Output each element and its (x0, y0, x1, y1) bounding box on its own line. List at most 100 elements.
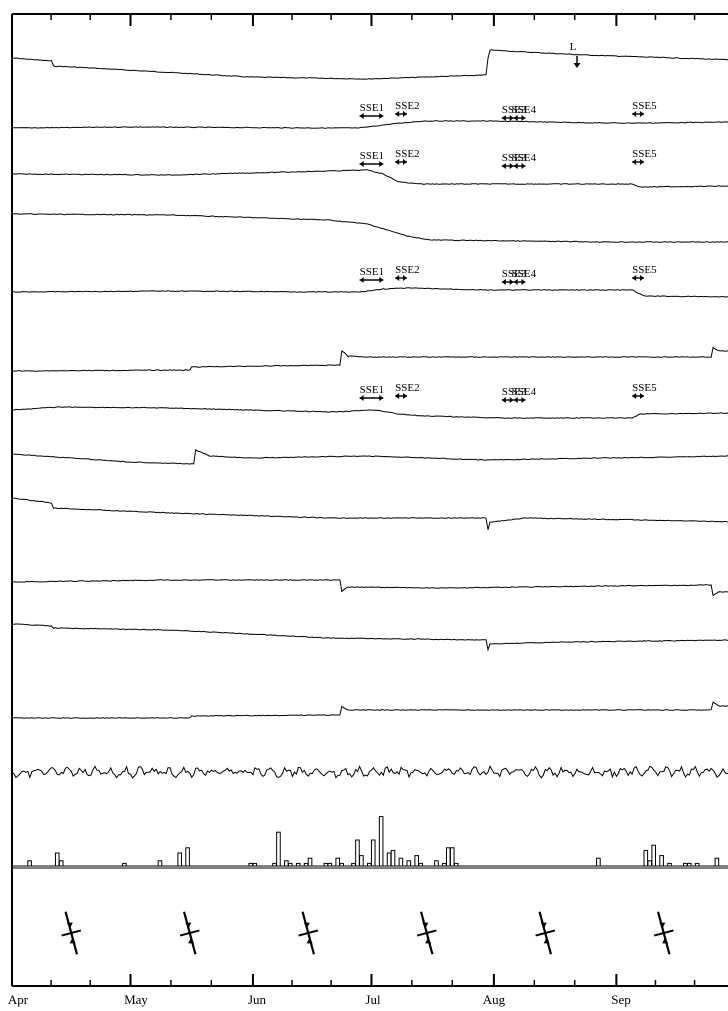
rainfall-bar (355, 839, 360, 867)
strain-arrowhead (306, 937, 313, 944)
strain-axis-minor (416, 929, 437, 937)
rainfall-bar (58, 860, 64, 867)
axis-ticks (11, 14, 696, 986)
strain-glyph (61, 911, 82, 955)
strain-arrowhead (659, 922, 666, 929)
marker-l-label: L (570, 41, 577, 53)
sse-arrow-left (359, 113, 364, 119)
rainfall-bar (54, 852, 60, 867)
sse-arrow-left (395, 111, 400, 117)
tilt-trace-5 (11, 346, 728, 372)
strain-arrowhead (303, 922, 310, 929)
strain-arrowhead (185, 922, 192, 929)
rainfall-bar (252, 862, 258, 867)
month-label-aug: Aug (483, 992, 506, 1007)
rainfall-bar (248, 862, 254, 867)
strain-glyph (298, 911, 319, 955)
rainfall-bar (327, 862, 333, 867)
sse-arrow-left (395, 275, 400, 281)
rainfall-bar (647, 860, 653, 867)
sse-label: SSE1 (360, 384, 384, 396)
sse-arrow-left (632, 393, 637, 399)
rainfall-bar (596, 857, 601, 867)
strain-arrowhead (662, 937, 669, 944)
sse-label: SSE5 (632, 100, 657, 112)
month-label-apr: Apr (8, 992, 29, 1007)
tilt-trace-2 (11, 169, 728, 188)
rainfall-bar (651, 844, 657, 867)
tilt-trace-8 (12, 497, 728, 530)
rainfall-bar (27, 860, 32, 867)
strain-glyph (179, 911, 200, 955)
rainfall-bar (157, 860, 163, 867)
rainfall-bar (272, 862, 277, 867)
strain-arrowhead (188, 937, 195, 944)
rainfall-bar (307, 857, 313, 867)
sse-arrow-right (509, 163, 514, 169)
tilt-trace-0 (11, 49, 728, 80)
rainfall-bar (449, 847, 455, 867)
rainfall-bar (359, 855, 364, 867)
sse-arrow-right (521, 279, 526, 285)
sse-label: SSE5 (632, 382, 657, 394)
sse-arrow-right (521, 397, 526, 403)
sse-arrow-right (509, 115, 514, 121)
sse-label: SSE1 (360, 150, 384, 162)
sse-arrow-left (501, 397, 506, 403)
rainfall-bar (434, 860, 439, 867)
tilt-trace-6 (11, 406, 728, 419)
rainfall-bar (442, 862, 447, 867)
rainfall-bar (177, 852, 182, 867)
sse-label: SSE4 (512, 152, 537, 164)
sse-arrow-right (640, 159, 644, 165)
rainfall-bar (370, 839, 376, 867)
month-label-jul: Jul (365, 992, 381, 1007)
rainfall-bar (386, 852, 392, 867)
tilt-traces (11, 49, 728, 779)
strain-arrowhead (540, 922, 547, 929)
rainfall-bar (643, 849, 649, 867)
sse-arrow-left (359, 161, 364, 167)
strain-axis-minor (535, 929, 556, 937)
rainfall-bar (683, 862, 688, 867)
tilt-trace-3 (11, 213, 728, 243)
sse-arrow-right (379, 113, 384, 119)
month-labels: Apr May Jun Jul Aug Sep (8, 992, 631, 1007)
strain-arrowhead (543, 937, 550, 944)
rainfall-bar (659, 855, 664, 867)
strain-glyph (653, 911, 674, 955)
rainfall-bar (288, 862, 293, 867)
sse-arrow-left (513, 163, 518, 169)
tilt-trace-4 (11, 287, 728, 298)
rainfall-bar (303, 862, 309, 867)
rainfall-bar (694, 862, 700, 867)
rainfall-bar (714, 857, 720, 867)
rainfall-bar (367, 862, 372, 867)
rainfall-bars (12, 816, 728, 867)
sse-arrow-left (513, 115, 518, 121)
sse-label: SSE2 (395, 100, 419, 112)
sse-label: SSE3 (502, 268, 527, 280)
sse-arrow-right (521, 163, 526, 169)
sse-arrow-right (379, 395, 384, 401)
tilt-trace-11 (11, 701, 728, 719)
sse-arrow-right (521, 115, 526, 121)
sse-label: SSE1 (360, 266, 384, 278)
sse-arrow-left (632, 275, 637, 281)
strain-arrowhead (66, 922, 73, 929)
rainfall-bar (453, 862, 459, 867)
rainfall-bar (185, 847, 190, 867)
strain-glyph (416, 911, 437, 955)
sse-arrow-right (509, 279, 514, 285)
sse-label: SSE3 (502, 104, 527, 116)
month-label-may: May (124, 992, 148, 1007)
sse-label: SSE3 (502, 152, 527, 164)
sse-arrow-right (403, 159, 407, 165)
rainfall-bar (667, 862, 672, 867)
sse-arrow-left (632, 159, 637, 165)
sse-label: SSE1 (360, 102, 384, 114)
sse-arrow-left (513, 397, 518, 403)
rainfall-bar (335, 857, 340, 867)
tilt-trace-12 (11, 764, 728, 779)
